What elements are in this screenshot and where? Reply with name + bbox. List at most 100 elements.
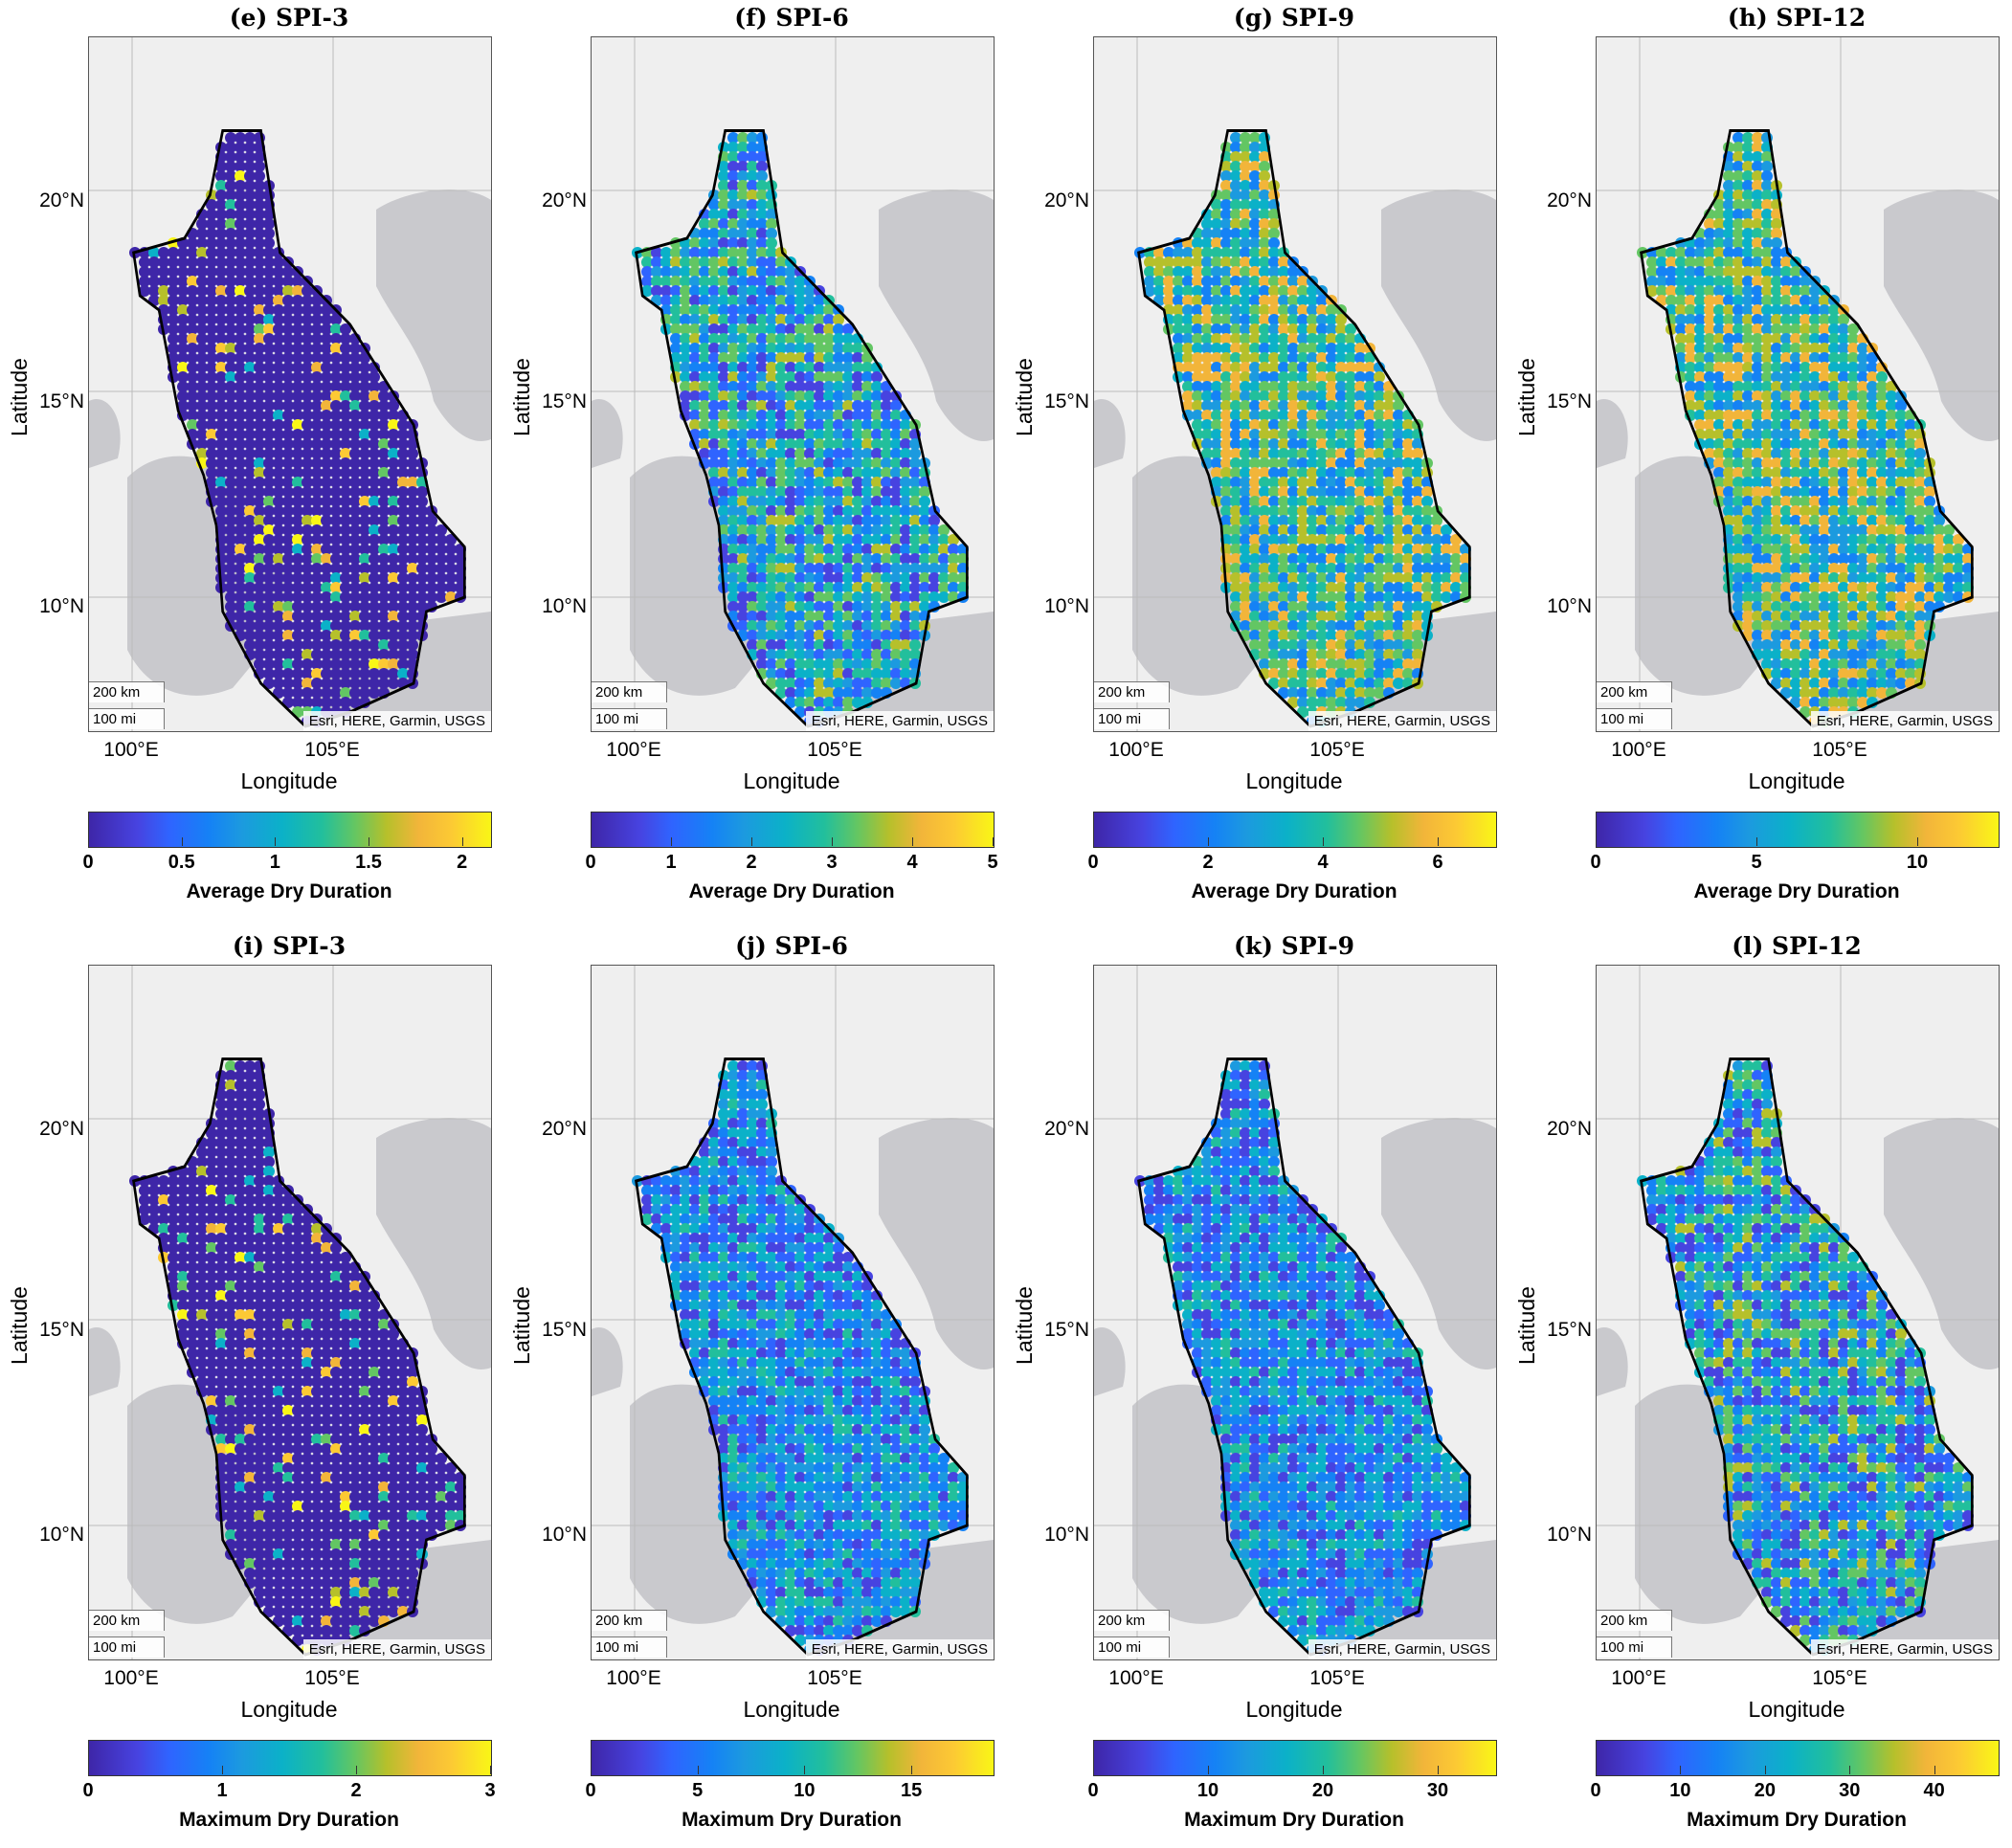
grid-cell-marker [1287,678,1299,689]
grid-cell-marker [196,1300,208,1311]
grid-cell-marker [804,515,816,526]
grid-cell-marker [292,630,303,641]
grid-cell-marker [785,419,796,431]
grid-cell-marker [1374,515,1385,526]
map-area[interactable]: 200 km 100 mi Esri, HERE, Garmin, USGS [591,36,995,732]
grid-cell-marker [1431,572,1442,584]
grid-cell-marker [1809,544,1821,555]
map-area[interactable]: 200 km 100 mi Esri, HERE, Garmin, USGS [88,965,492,1660]
grid-cell-marker [1307,352,1318,364]
grid-cell-marker [1742,601,1754,612]
grid-cell-marker [1752,371,1763,383]
grid-cell-marker [244,390,256,402]
grid-cell-marker [727,352,739,364]
grid-cell-marker [1240,247,1251,258]
grid-cell-marker [670,266,682,278]
grid-cell-marker [1876,457,1888,469]
grid-cell-marker [890,572,902,584]
grid-cell-marker [206,304,217,316]
grid-cell-marker [641,266,653,278]
grid-cell-marker [1240,362,1251,373]
map-area[interactable]: 200 km 100 mi Esri, HERE, Garmin, USGS [1596,36,2000,732]
grid-cell-marker [1914,486,1926,498]
grid-cell-marker [1876,467,1888,479]
grid-cell-marker [1421,496,1433,507]
grid-cell-marker [1412,582,1423,593]
grid-cell-marker [1230,371,1241,383]
grid-cell-marker [1800,563,1811,574]
grid-cell-marker [1914,582,1926,593]
grid-cell-marker [890,477,902,488]
grid-cell-marker [215,276,227,287]
grid-cell-marker [852,390,863,402]
grid-cell-marker [1345,323,1356,335]
grid-cell-marker [1819,496,1830,507]
grid-cell-marker [282,276,294,287]
grid-cell-marker [263,1204,275,1215]
grid-cell-marker [881,620,892,632]
grid-cell-marker [235,1156,246,1168]
grid-cell-marker [785,285,796,297]
grid-cell-marker [1761,505,1773,517]
grid-cell-marker [254,256,265,268]
grid-cell-marker [1421,563,1433,574]
grid-cell-marker [1867,457,1878,469]
map-area[interactable]: 200 km 100 mi Esri, HERE, Garmin, USGS [1093,36,1497,732]
grid-cell-marker [766,563,777,574]
grid-cell-marker [1800,295,1811,306]
grid-cell-marker [1905,582,1916,593]
grid-cell-marker [1819,572,1830,584]
colorbar-tick-label: 1 [665,852,677,873]
grid-cell-marker [1374,620,1385,632]
grid-cell-marker [282,515,294,526]
grid-cell-marker [235,620,246,632]
grid-cell-marker [273,1309,284,1321]
grid-cell-marker [1790,304,1801,316]
grid-cell-marker [302,333,313,345]
grid-cell-marker [225,390,236,402]
grid-cell-marker [235,1147,246,1158]
map-area[interactable]: 200 km 100 mi Esri, HERE, Garmin, USGS [88,36,492,732]
grid-cell-marker [263,658,275,670]
grid-cell-marker [177,1280,189,1292]
grid-cell-marker [1230,142,1241,153]
grid-cell-marker [1771,390,1782,402]
grid-cell-marker [321,553,332,565]
grid-cell-marker [1307,620,1318,632]
grid-cell-marker [1752,314,1763,325]
grid-cell-marker [823,323,835,335]
grid-cell-marker [187,390,198,402]
grid-cell-marker [1780,371,1792,383]
grid-cell-marker [359,352,370,364]
grid-cell-marker [1374,544,1385,555]
grid-cell-marker [1278,544,1289,555]
grid-cell-marker [292,285,303,297]
grid-cell-marker [1240,381,1251,392]
grid-cell-marker [282,1300,294,1311]
grid-cell-marker [273,496,284,507]
grid-cell-marker [1259,410,1270,421]
grid-cell-marker [727,457,739,469]
grid-cell-marker [225,1194,236,1206]
grid-cell-marker [727,534,739,545]
grid-cell-marker [651,256,662,268]
grid-cell-marker [187,1175,198,1187]
grid-cell-marker [244,429,256,440]
grid-cell-marker [1297,572,1308,584]
grid-cell-marker [254,323,265,335]
grid-cell-marker [766,209,777,220]
grid-cell-marker [1713,410,1725,421]
grid-cell-marker [225,247,236,258]
grid-cell-marker [1761,343,1773,354]
grid-cell-marker [1307,419,1318,431]
grid-cell-marker [1809,524,1821,536]
grid-cell-marker [177,1271,189,1282]
grid-cell-marker [737,544,749,555]
grid-cell-marker [1268,678,1280,689]
grid-cell-marker [139,256,150,268]
grid-cell-marker [1713,343,1725,354]
grid-cell-marker [302,678,313,689]
grid-cell-marker [861,429,873,440]
grid-cell-marker [1412,553,1423,565]
grid-cell-marker [378,486,390,498]
